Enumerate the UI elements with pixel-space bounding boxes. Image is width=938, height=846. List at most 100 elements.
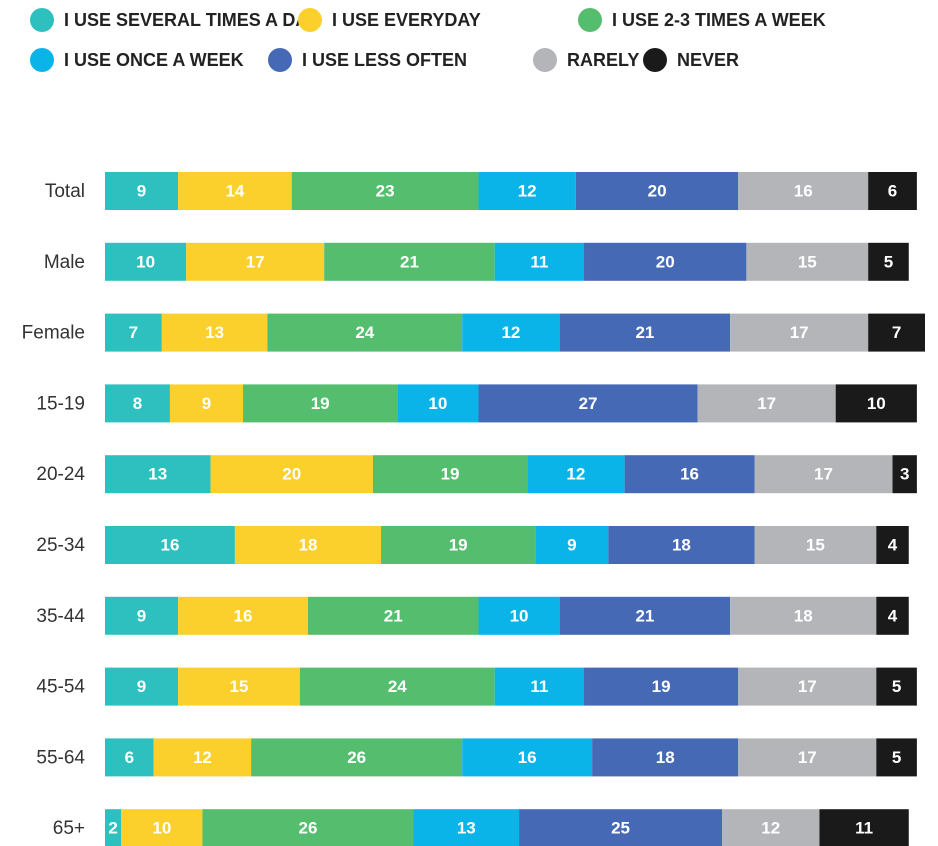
value-label: 18: [656, 748, 675, 767]
category-label: 15-19: [36, 393, 85, 414]
value-label: 16: [680, 465, 699, 484]
value-label: 6: [888, 181, 897, 200]
value-label: 5: [884, 252, 893, 271]
value-label: 17: [798, 677, 817, 696]
value-label: 10: [510, 606, 529, 625]
value-label: 9: [202, 394, 211, 413]
value-label: 19: [441, 465, 460, 484]
bar-segment: [105, 667, 179, 706]
value-label: 16: [234, 606, 253, 625]
category-label: 25-34: [36, 535, 85, 556]
value-label: 18: [672, 535, 691, 554]
bar-segment: [868, 242, 909, 281]
bar-segment: [178, 172, 292, 210]
category-label: Male: [44, 252, 85, 273]
bar-segment: [105, 242, 187, 281]
legend-swatch: [578, 8, 602, 32]
bar-segment: [754, 455, 893, 494]
value-label: 10: [152, 819, 171, 838]
legend-swatch: [643, 48, 667, 72]
value-label: 3: [900, 465, 909, 484]
legend-label: I USE 2-3 TIMES A WEEK: [612, 10, 826, 30]
value-label: 26: [299, 819, 318, 838]
value-label: 23: [376, 181, 395, 200]
value-label: 6: [125, 748, 134, 767]
bar-segment: [397, 384, 479, 423]
category-label: 45-54: [36, 677, 85, 698]
bar-segment: [876, 738, 917, 777]
bar-segment: [105, 172, 179, 210]
category-label: Total: [45, 181, 85, 202]
bar-segment: [413, 809, 520, 846]
value-label: 13: [205, 323, 224, 342]
value-label: 14: [225, 181, 244, 200]
legend-swatch: [30, 8, 54, 32]
bar-segment: [121, 809, 203, 846]
value-label: 19: [652, 677, 671, 696]
bar-segment: [584, 242, 747, 281]
bar-segment: [592, 738, 739, 777]
bar-segment: [105, 809, 122, 846]
bar-segment: [876, 667, 917, 706]
bar-segment: [754, 526, 877, 564]
value-label: 17: [757, 394, 776, 413]
bar-segment: [105, 455, 211, 494]
value-label: 25: [611, 819, 630, 838]
value-label: 19: [449, 535, 468, 554]
bar-segment: [876, 596, 909, 635]
bar-segment: [186, 242, 325, 281]
bar-segment: [462, 313, 560, 352]
value-label: 5: [892, 677, 901, 696]
bar-segment: [746, 242, 869, 281]
value-label: 24: [355, 323, 374, 342]
legend-label: RARELY: [567, 50, 639, 70]
value-label: 19: [311, 394, 330, 413]
value-label: 12: [501, 323, 520, 342]
bar-segment: [478, 172, 576, 210]
bar-segment: [738, 738, 877, 777]
bar-segment: [494, 242, 585, 281]
bar-segment: [722, 809, 820, 846]
value-label: 12: [566, 465, 585, 484]
value-label: 4: [888, 606, 898, 625]
bar-segment: [819, 809, 909, 846]
value-label: 9: [567, 535, 576, 554]
bar-segment: [299, 667, 495, 706]
bar-segment: [105, 596, 179, 635]
legend-swatch: [30, 48, 54, 72]
value-label: 26: [347, 748, 366, 767]
value-label: 10: [136, 252, 155, 271]
value-label: 17: [246, 252, 265, 271]
value-label: 11: [530, 677, 548, 696]
bar-segment: [105, 526, 235, 564]
bar-segment: [178, 596, 308, 635]
value-label: 18: [299, 535, 318, 554]
value-label: 15: [229, 677, 248, 696]
value-label: 18: [794, 606, 813, 625]
bar-segment: [608, 526, 755, 564]
category-label: 20-24: [36, 464, 85, 485]
value-label: 16: [518, 748, 537, 767]
bar-segment: [730, 313, 869, 352]
bar-segment: [291, 172, 479, 210]
bar-segment: [535, 526, 609, 564]
bar-segment: [105, 313, 162, 352]
bar-segment: [519, 809, 723, 846]
legend-label: I USE SEVERAL TIMES A DAY: [64, 10, 319, 30]
bar-segment: [494, 667, 585, 706]
value-label: 7: [129, 323, 138, 342]
bar-segment: [559, 596, 731, 635]
value-label: 15: [798, 252, 817, 271]
value-label: 12: [761, 819, 780, 838]
value-label: 13: [457, 819, 476, 838]
bar-segment: [243, 384, 398, 423]
value-label: 10: [867, 394, 886, 413]
bar-segment: [210, 455, 373, 494]
value-label: 9: [137, 677, 146, 696]
bar-segment: [153, 738, 252, 777]
value-label: 12: [193, 748, 212, 767]
legend-label: I USE EVERYDAY: [332, 10, 481, 30]
category-label: Female: [22, 323, 85, 344]
category-label: 35-44: [36, 606, 85, 627]
